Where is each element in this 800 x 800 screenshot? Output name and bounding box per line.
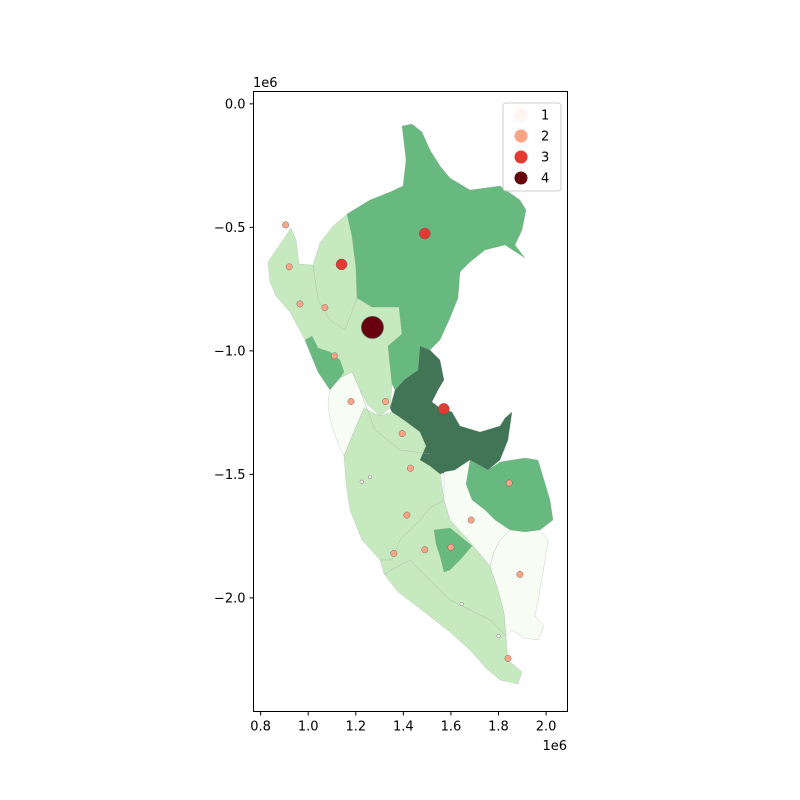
region-white-lima-coast (327, 371, 369, 457)
region-green-north-coast (304, 335, 345, 391)
x-tick-label-5: 1.8 (488, 720, 509, 735)
y-tick-label-1: −0.5 (214, 221, 246, 236)
map-point-cat-2 (407, 464, 414, 472)
map-point-cat-1 (368, 474, 373, 479)
y-axis: 0.0 −0.5 −1.0 −1.5 −2.0 (214, 97, 254, 606)
map-point-cat-2 (330, 352, 338, 360)
boundary-lines-2 (359, 389, 431, 455)
map-point-cat-1 (359, 479, 364, 484)
map-point-cat-2 (447, 543, 455, 551)
x-tick-label-2: 1.2 (345, 720, 366, 735)
map-point-cat-2 (516, 571, 524, 578)
legend-box (502, 102, 562, 192)
map-point-cat-2 (403, 511, 411, 519)
map-point-cat-1 (459, 602, 464, 607)
legend-label-4: 4 (541, 172, 549, 187)
map-point-cat-2 (347, 398, 355, 405)
x-axis: 0.8 1.0 1.2 1.4 1.6 1.8 2.0 (250, 711, 557, 735)
map-point-cat-2 (296, 300, 304, 308)
boundary-lines (312, 264, 358, 331)
legend-marker-2 (514, 129, 528, 143)
map-point-cat-2 (382, 398, 389, 405)
map-point-cat-1 (496, 634, 501, 639)
map-points (282, 221, 524, 662)
map-point-cat-2 (467, 516, 475, 524)
legend-marker-1 (514, 108, 528, 122)
x-tick-label-6: 2.0 (536, 720, 557, 735)
x-tick-label-4: 1.6 (441, 720, 462, 735)
map-point-cat-2 (505, 479, 513, 487)
map-point-cat-3 (335, 258, 348, 271)
y-offset-label: 1e6 (253, 76, 278, 91)
legend-label-1: 1 (541, 109, 549, 124)
y-tick-label-4: −2.0 (214, 591, 246, 606)
map-point-cat-2 (285, 263, 293, 271)
boundary-lines-3 (383, 559, 507, 637)
legend: 1 2 3 4 (502, 102, 562, 192)
legend-marker-4 (514, 171, 528, 185)
map-point-cat-2 (282, 221, 290, 229)
x-tick-label-1: 1.0 (298, 720, 319, 735)
region-green-loreto (346, 123, 527, 351)
x-tick-label-0: 0.8 (250, 720, 271, 735)
map-point-cat-2 (504, 654, 512, 662)
map-regions (267, 123, 554, 685)
x-tick-label-3: 1.4 (393, 720, 414, 735)
map-point-cat-3 (419, 227, 431, 240)
region-dark-ucayali (389, 345, 513, 475)
map-point-cat-4 (361, 315, 384, 339)
map-point-cat-3 (438, 403, 450, 415)
map-point-cat-2 (390, 550, 398, 557)
map-point-cat-2 (321, 304, 329, 312)
y-tick-label-2: −1.0 (214, 344, 246, 359)
region-white-puno (489, 529, 549, 641)
legend-label-3: 3 (541, 151, 549, 166)
y-tick-label-0: 0.0 (225, 97, 246, 112)
legend-label-2: 2 (541, 130, 549, 145)
axes-frame (253, 91, 568, 712)
map-point-cat-2 (421, 546, 429, 554)
y-tick-label-3: −1.5 (214, 468, 246, 483)
region-green-cusco-inner (433, 527, 473, 573)
region-light-south (379, 499, 523, 685)
map-point-cat-2 (398, 430, 406, 438)
legend-marker-3 (514, 150, 528, 164)
x-offset-label: 1e6 (542, 739, 567, 754)
